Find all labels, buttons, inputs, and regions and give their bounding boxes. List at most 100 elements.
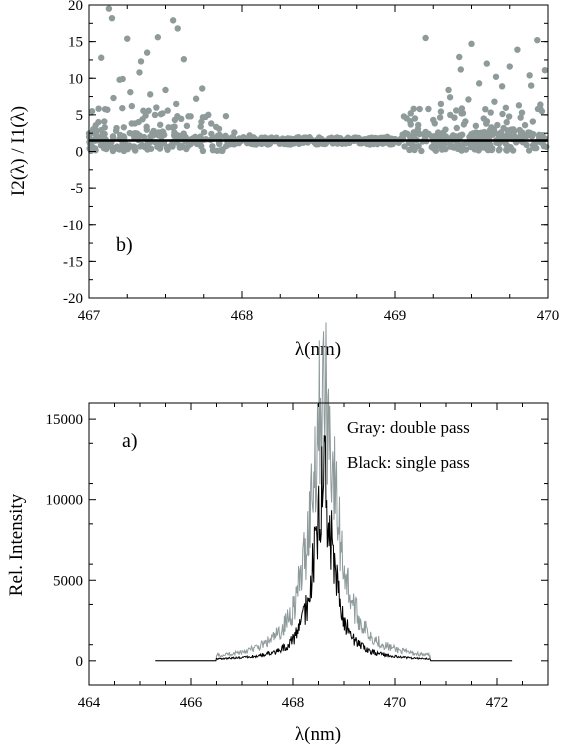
panel-b-point	[128, 120, 135, 127]
panel-b-point	[401, 143, 408, 150]
panel-b-point	[154, 34, 162, 41]
panel-b-point	[534, 36, 541, 44]
panel-a-ytick-label: 15000	[46, 412, 84, 428]
panel-b-point	[506, 63, 513, 70]
panel-b-xtick-label: 469	[384, 308, 407, 324]
panel-b-point	[465, 96, 472, 103]
panel-b-point	[88, 108, 96, 115]
panel-a-y-axis-label: Rel. Intensity	[6, 493, 27, 596]
panel-b-point	[143, 49, 151, 56]
panel-b-point	[445, 86, 452, 94]
panel-b-point	[451, 114, 458, 121]
panel-b-point	[458, 110, 465, 117]
panel-b-point	[492, 73, 500, 80]
panel-b-point	[487, 109, 494, 116]
panel-b-point	[142, 112, 149, 119]
panel-b-point	[449, 132, 457, 139]
panel-b-point	[151, 111, 159, 119]
panel-b-point	[487, 141, 494, 148]
panel-b-point	[436, 114, 444, 121]
panel-b-point	[91, 145, 99, 152]
panel-b-point	[442, 126, 449, 133]
panel-b-point	[173, 100, 180, 108]
panel-b-point	[541, 66, 549, 74]
panel-a-y-ticks: 0 5000 10000 15000	[46, 402, 548, 686]
panel-a-xtick-label: 464	[78, 695, 101, 711]
panel-b-point	[136, 69, 143, 76]
panel-b-point	[480, 115, 487, 122]
panel-b-point	[384, 133, 391, 141]
panel-b-y-ticks: -20 -15 -10 -5 0 5 10 15 20	[63, 0, 548, 307]
panel-b-point	[119, 104, 126, 112]
panel-b-x-ticks: 467 468 469 470	[78, 5, 560, 324]
panel-b-ytick-label: 10	[68, 71, 83, 87]
panel-a-label: a)	[122, 430, 138, 452]
panel-b-point	[457, 66, 464, 73]
panel-b-point	[93, 127, 100, 135]
panel-a-legend-black: Black: single pass	[347, 453, 470, 472]
panel-b-xtick-label: 470	[537, 308, 560, 324]
panel-b-point	[165, 124, 172, 131]
panel-b-point	[197, 123, 204, 130]
panel-b-point	[518, 109, 526, 116]
panel-b-xtick-label: 468	[231, 308, 254, 324]
panel-b-point	[529, 118, 537, 125]
panel-b-point	[130, 143, 137, 151]
panel-b-point	[101, 118, 108, 125]
panel-b-point	[416, 105, 423, 113]
panel-b-point	[523, 141, 530, 149]
panel-b-point	[183, 122, 191, 130]
panel-b-point	[458, 147, 465, 154]
panel-b-point	[200, 128, 208, 136]
panel-b-point	[503, 147, 511, 154]
panel-a-ytick-label: 5000	[53, 573, 83, 589]
panel-b-point	[137, 58, 145, 65]
panel-b-point	[157, 121, 164, 128]
panel-b-point	[180, 56, 188, 63]
panel-b-y-axis-label: I2(λ) / I1(λ)	[8, 106, 29, 196]
panel-b-point	[511, 133, 518, 140]
panel-b-point	[515, 102, 523, 109]
panel-b-point	[168, 142, 175, 149]
panel-b-point	[192, 95, 200, 102]
panel-a-series-single-pass	[155, 435, 513, 662]
panel-b-point	[500, 124, 507, 132]
panel-b-point	[456, 132, 464, 139]
panel-b-point	[472, 129, 480, 136]
panel-b-point	[422, 34, 429, 42]
panel-b-point	[124, 35, 131, 42]
panel-b-ytick-label: -15	[63, 254, 83, 270]
panel-b-point	[103, 145, 110, 152]
panel-a-series-double-pass	[155, 322, 513, 662]
panel-b-point	[538, 108, 546, 115]
panel-a-xtick-label: 470	[384, 695, 407, 711]
panel-a-legend-gray: Gray: double pass	[347, 418, 470, 437]
panel-b-point	[98, 54, 105, 61]
panel-b-ytick-label: 15	[68, 35, 83, 51]
panel-b-point	[261, 134, 269, 141]
panel-b: -20 -15 -10 -5 0 5 10 15 20 467 468 469 470 b) λ(nm…	[8, 0, 559, 360]
panel-b-point	[162, 86, 169, 94]
panel-b-point	[475, 147, 482, 154]
panel-b-point	[104, 106, 111, 113]
panel-b-point	[209, 143, 216, 150]
panel-b-point	[198, 118, 205, 125]
panel-b-point	[119, 75, 126, 83]
panel-b-ytick-label: -5	[71, 181, 84, 197]
panel-b-point	[529, 131, 536, 138]
panel-a-xtick-label: 468	[282, 695, 305, 711]
panel-b-point	[144, 146, 151, 153]
panel-b-point	[159, 110, 166, 117]
panel-b-point	[505, 113, 513, 120]
panel-b-point	[472, 122, 480, 130]
panel-b-point	[179, 143, 186, 151]
panel-a-ytick-label: 0	[76, 654, 84, 670]
panel-b-point	[223, 134, 230, 141]
panel-b-point	[453, 124, 461, 132]
panel-b-point	[185, 113, 192, 120]
panel-b-point	[177, 132, 184, 140]
panel-b-point	[147, 91, 154, 98]
panel-b-point	[110, 94, 117, 102]
panel-b-point	[185, 142, 192, 150]
panel-b-point	[502, 104, 510, 111]
